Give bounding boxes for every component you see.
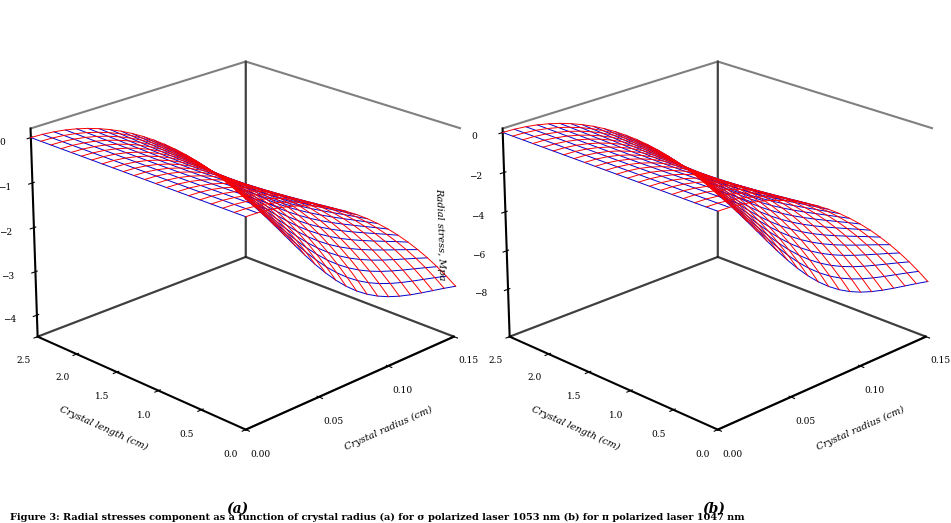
Y-axis label: Crystal length (cm): Crystal length (cm) [58, 404, 148, 452]
Text: (b): (b) [702, 502, 725, 516]
X-axis label: Crystal radius (cm): Crystal radius (cm) [815, 405, 906, 452]
X-axis label: Crystal radius (cm): Crystal radius (cm) [343, 405, 434, 452]
Text: Figure 3: Radial stresses component as a function of crystal radius (a) for σ po: Figure 3: Radial stresses component as a… [10, 513, 744, 522]
Text: (a): (a) [226, 502, 249, 516]
Y-axis label: Crystal length (cm): Crystal length (cm) [530, 404, 620, 452]
